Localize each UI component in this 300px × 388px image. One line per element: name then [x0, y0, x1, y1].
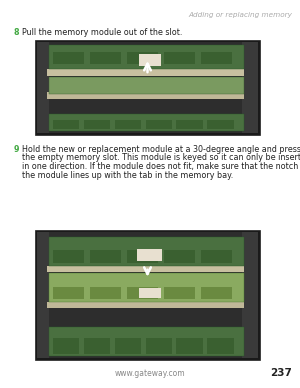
FancyBboxPatch shape [49, 45, 244, 69]
FancyBboxPatch shape [90, 287, 121, 298]
FancyBboxPatch shape [139, 288, 161, 298]
FancyBboxPatch shape [37, 42, 49, 133]
FancyBboxPatch shape [201, 287, 232, 298]
FancyBboxPatch shape [164, 287, 195, 298]
FancyBboxPatch shape [201, 250, 232, 263]
FancyBboxPatch shape [53, 250, 84, 263]
FancyBboxPatch shape [115, 120, 141, 129]
FancyBboxPatch shape [201, 52, 232, 64]
FancyBboxPatch shape [127, 287, 158, 298]
FancyBboxPatch shape [35, 230, 260, 360]
Text: 9: 9 [14, 145, 20, 154]
FancyBboxPatch shape [49, 114, 244, 131]
FancyBboxPatch shape [146, 338, 172, 354]
FancyBboxPatch shape [84, 338, 110, 354]
FancyBboxPatch shape [49, 77, 244, 94]
FancyBboxPatch shape [53, 338, 80, 354]
FancyBboxPatch shape [164, 52, 195, 64]
FancyBboxPatch shape [127, 250, 158, 263]
FancyBboxPatch shape [37, 42, 258, 133]
FancyBboxPatch shape [84, 120, 110, 129]
FancyBboxPatch shape [207, 120, 234, 129]
FancyBboxPatch shape [176, 338, 203, 354]
FancyBboxPatch shape [176, 120, 203, 129]
Text: in one direction. If the module does not fit, make sure that the notch in: in one direction. If the module does not… [22, 162, 300, 171]
FancyBboxPatch shape [242, 42, 258, 133]
Text: the empty memory slot. This module is keyed so it can only be inserted: the empty memory slot. This module is ke… [22, 154, 300, 163]
FancyBboxPatch shape [164, 250, 195, 263]
FancyBboxPatch shape [47, 266, 244, 272]
Text: 8: 8 [14, 28, 20, 37]
FancyBboxPatch shape [53, 120, 80, 129]
FancyBboxPatch shape [146, 120, 172, 129]
FancyBboxPatch shape [53, 52, 84, 64]
FancyBboxPatch shape [137, 249, 162, 262]
FancyBboxPatch shape [47, 302, 244, 308]
FancyBboxPatch shape [35, 40, 260, 135]
FancyBboxPatch shape [49, 237, 244, 267]
FancyBboxPatch shape [90, 52, 121, 64]
FancyBboxPatch shape [115, 338, 141, 354]
Text: Hold the new or replacement module at a 30-degree angle and press it into: Hold the new or replacement module at a … [22, 145, 300, 154]
FancyBboxPatch shape [207, 338, 234, 354]
FancyBboxPatch shape [127, 52, 158, 64]
FancyBboxPatch shape [139, 54, 161, 66]
Text: Pull the memory module out of the slot.: Pull the memory module out of the slot. [22, 28, 182, 37]
FancyBboxPatch shape [53, 287, 84, 298]
FancyBboxPatch shape [47, 69, 244, 76]
FancyBboxPatch shape [37, 232, 49, 358]
Text: 237: 237 [270, 368, 292, 378]
FancyBboxPatch shape [242, 232, 258, 358]
FancyBboxPatch shape [90, 250, 121, 263]
Text: Adding or replacing memory: Adding or replacing memory [188, 12, 292, 18]
FancyBboxPatch shape [49, 273, 244, 301]
Text: the module lines up with the tab in the memory bay.: the module lines up with the tab in the … [22, 170, 233, 180]
FancyBboxPatch shape [49, 327, 244, 356]
FancyBboxPatch shape [37, 232, 258, 358]
Text: www.gateway.com: www.gateway.com [115, 369, 185, 378]
FancyBboxPatch shape [47, 92, 244, 99]
